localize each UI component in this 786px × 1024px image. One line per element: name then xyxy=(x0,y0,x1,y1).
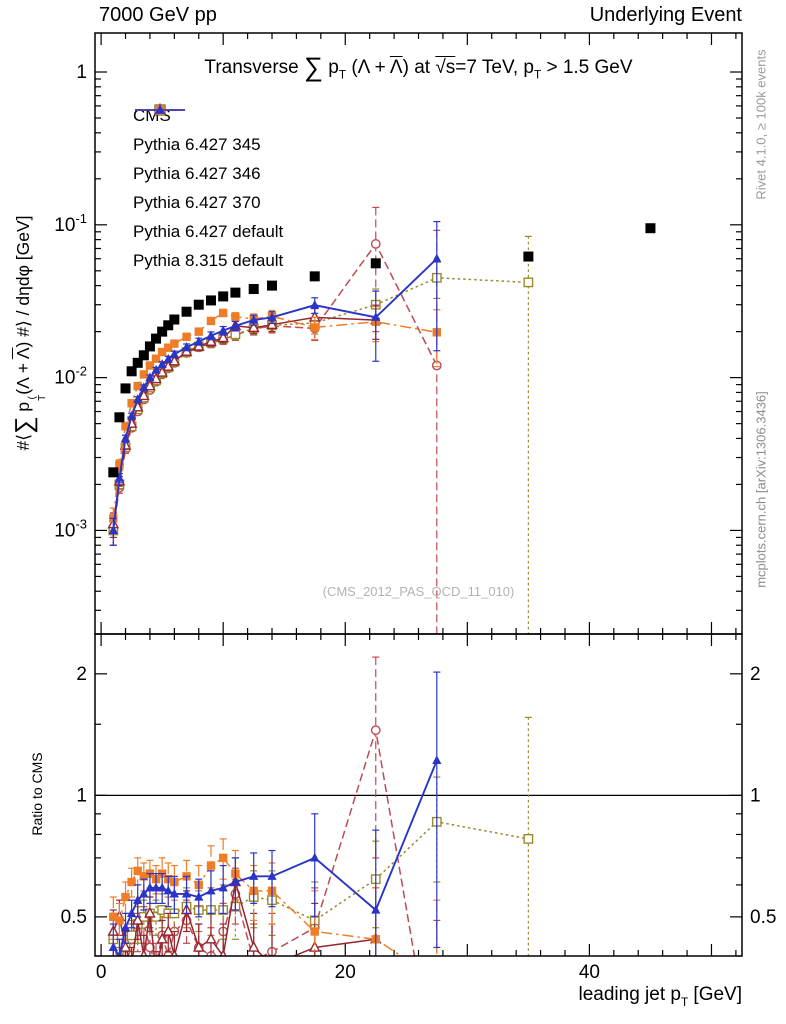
tick-label: 0 xyxy=(96,962,107,983)
x-axis-label: leading jet pT [GeV] xyxy=(578,984,742,1009)
tick-label: 2 xyxy=(750,664,761,685)
series-main-pythia-6-427-370 xyxy=(107,304,382,539)
legend-item: Pythia 6.427 345 xyxy=(133,104,283,159)
tick-label: 10-3 xyxy=(54,516,87,541)
legend-label: Pythia 6.427 345 xyxy=(133,134,261,154)
series-ratio-pythia-6-427-346 xyxy=(108,716,534,956)
tick-label: 20 xyxy=(335,962,356,983)
series-ratio-pythia-6-427-345 xyxy=(108,656,441,956)
analysis-group-label: Underlying Event xyxy=(589,4,742,26)
tick-label: 40 xyxy=(579,962,600,983)
beam-energy-label: 7000 GeV pp xyxy=(99,4,217,26)
ratio-panel-frame xyxy=(94,633,743,957)
legend-item: Pythia 8.315 default xyxy=(133,104,284,275)
rivet-version-note: Rivet 4.1.0, ≥ 100k events xyxy=(753,49,769,200)
series-main-pythia-6-427-346 xyxy=(108,235,534,634)
tick-label: 2 xyxy=(76,664,87,685)
tick-label: 10-1 xyxy=(54,211,87,236)
tick-label: 0.5 xyxy=(750,907,776,928)
series-main-cms xyxy=(108,223,656,478)
series-main-pythia-8-315-default xyxy=(108,220,442,546)
tick-label: 1 xyxy=(76,785,87,806)
legend-label: Pythia 6.427 346 xyxy=(133,163,261,183)
legend-item: Pythia 6.427 346 xyxy=(133,104,283,188)
series-ratio-pythia-8-315-default xyxy=(108,671,442,956)
plot-title: Transverse ∑ pT (Λ + Λ) at √s=7 TeV, pT … xyxy=(204,52,633,82)
tick-label: 0.5 xyxy=(61,907,87,928)
legend-label: Pythia 6.427 370 xyxy=(133,192,261,212)
legend-marker-triangle-filled xyxy=(135,104,185,114)
tick-label: 1 xyxy=(750,785,761,806)
tick-label: 1 xyxy=(76,62,87,83)
legend-item: Pythia 6.427 default xyxy=(133,105,284,246)
legend-item: Pythia 6.427 370 xyxy=(133,102,283,217)
ratio-axis-label: Ratio to CMS xyxy=(29,752,45,836)
tick-label: 10-2 xyxy=(54,364,87,389)
y-axis-label: #⟨∑ p(T (Λ + Λ) #⟩ / dηdφ [GeV] xyxy=(11,215,48,451)
legend-label: Pythia 6.427 default xyxy=(133,221,284,241)
watermark-analysis-id: (CMS_2012_PAS_QCD_11_010) xyxy=(322,584,515,599)
legend: CMS Pythia 6.427 345 Pythia 6.427 346 Pythi… xyxy=(133,101,283,275)
mcplots-credit-note: mcplots.cern.ch [arXiv:1306.3436] xyxy=(753,391,769,588)
legend-label: Pythia 8.315 default xyxy=(133,250,284,270)
